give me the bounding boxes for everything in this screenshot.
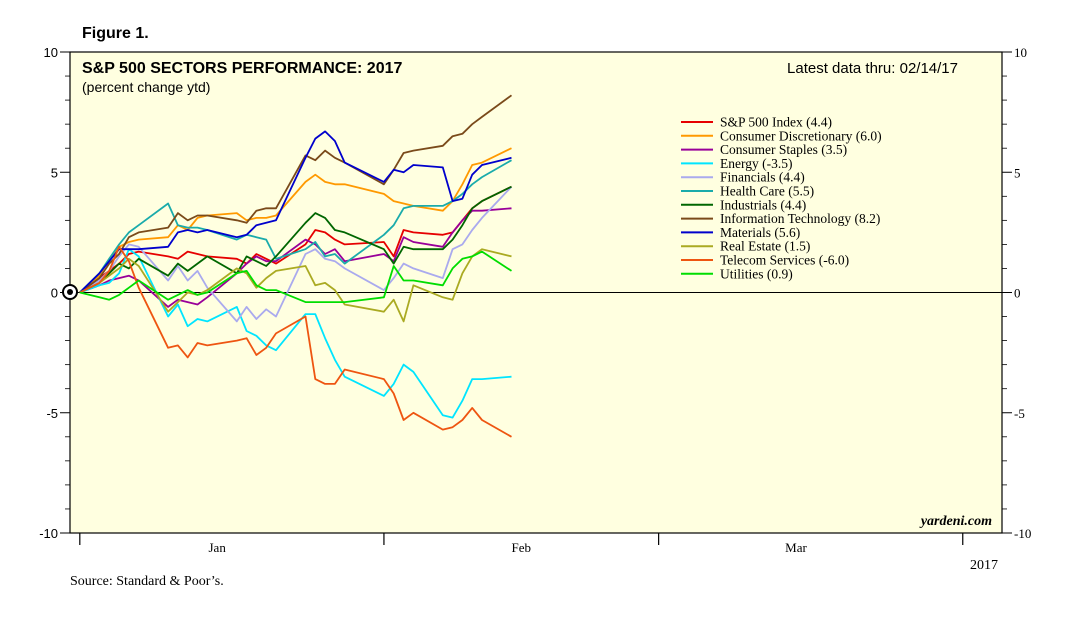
figure-label: Figure 1. <box>82 25 149 42</box>
axes: -10 -10 -5 -5 0 0 5 5 10 10 Jan Feb Mar <box>39 45 1031 555</box>
x-tick-label: Jan <box>208 540 226 555</box>
series-line-consumer-discretionary-6-0 <box>79 147 512 294</box>
y-tick-label-left: -5 <box>46 406 58 421</box>
series-line-financials-4-4 <box>79 186 513 323</box>
x-tick-label: Feb <box>512 540 532 555</box>
series-layer <box>79 94 513 438</box>
y-tick-label-right: 10 <box>1014 45 1027 60</box>
y-tick-label-right: 5 <box>1014 165 1021 180</box>
legend-label: Materials (5.6) <box>720 225 800 240</box>
legend-label: Utilities (0.9) <box>720 266 793 281</box>
y-tick-label-right: -5 <box>1014 406 1025 421</box>
legend-label: Financials (4.4) <box>720 170 805 185</box>
watermark: yardeni.com <box>919 514 992 529</box>
legend-label: S&P 500 Index (4.4) <box>720 115 832 130</box>
series-line-s-p-500-index-4-4 <box>79 185 512 294</box>
series-line-information-technology-8-2 <box>79 94 513 294</box>
source-note: Source: Standard & Poor’s. <box>70 574 224 589</box>
chart-subtitle: (percent change ytd) <box>82 79 210 95</box>
series-line-utilities-0-9 <box>79 250 512 304</box>
legend-label: Real Estate (1.5) <box>720 239 810 254</box>
y-tick-label-right: -10 <box>1014 526 1031 541</box>
series-line-telecom-services-6-0 <box>79 245 512 438</box>
y-tick-label-right: 0 <box>1014 286 1021 301</box>
legend: S&P 500 Index (4.4)Consumer Discretionar… <box>681 115 882 281</box>
legend-label: Telecom Services (-6.0) <box>720 253 849 268</box>
series-line-industrials-4-4 <box>79 185 512 294</box>
legend-label: Consumer Discretionary (6.0) <box>720 128 882 143</box>
x-tick-label: Mar <box>785 540 807 555</box>
series-line-health-care-5-5 <box>79 159 512 294</box>
legend-label: Consumer Staples (3.5) <box>720 142 847 157</box>
series-line-real-estate-1-5 <box>79 248 512 323</box>
series-line-materials-5-6 <box>79 130 512 294</box>
chart-title: S&P 500 SECTORS PERFORMANCE: 2017 <box>82 60 403 77</box>
y-tick-label-left: 5 <box>51 165 58 180</box>
y-tick-label-left: 0 <box>51 286 58 301</box>
series-line-energy-3-5 <box>79 248 512 419</box>
legend-label: Health Care (5.5) <box>720 184 814 199</box>
y-tick-label-left: -10 <box>39 526 58 541</box>
legend-label: Information Technology (8.2) <box>720 211 880 226</box>
year-label: 2017 <box>970 558 998 573</box>
legend-label: Industrials (4.4) <box>720 197 806 212</box>
origin-marker-dot <box>67 289 73 295</box>
legend-label: Energy (-3.5) <box>720 156 792 171</box>
y-tick-label-left: 10 <box>44 45 58 60</box>
latest-data-note: Latest data thru: 02/14/17 <box>787 60 958 77</box>
